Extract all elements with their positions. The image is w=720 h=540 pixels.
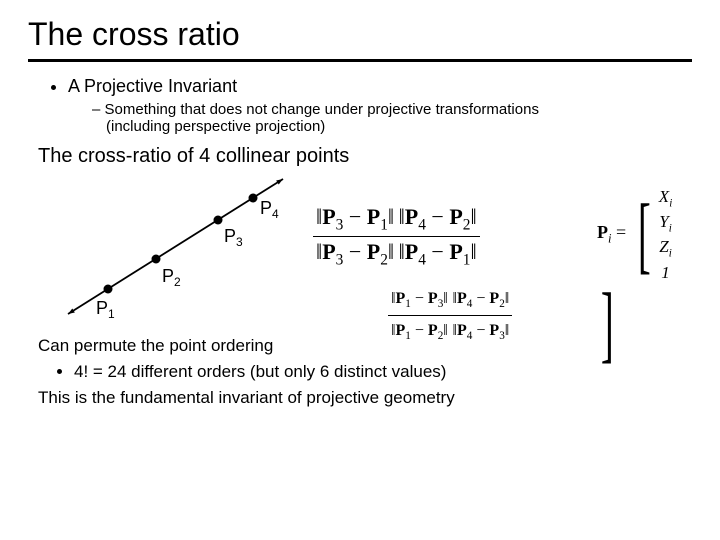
bullet-1-sub: Something that does not change under pro…	[92, 101, 692, 135]
bottom-text: Can permute the point ordering ‖P1 − P3‖…	[38, 334, 692, 409]
bullet-1-sub-1: Something that does not change under pro…	[92, 101, 692, 135]
svg-text:P3: P3	[224, 226, 243, 249]
bottom-bullet: 4! = 24 different orders (but only 6 dis…	[74, 360, 692, 384]
bottom-line-2: This is the fundamental invariant of pro…	[38, 386, 692, 410]
cross-ratio-formula-alt: ‖P1 − P3‖ ‖P4 − P2‖‖P1 − P2‖ ‖P4 − P3‖	[388, 286, 512, 345]
svg-text:P1: P1	[96, 298, 115, 321]
bullet-list: A Projective Invariant Something that do…	[68, 76, 692, 135]
bullet-1-text: A Projective Invariant	[68, 76, 237, 96]
permute-text: Can permute the point ordering	[38, 336, 273, 355]
cross-ratio-formula: ‖P3 − P1‖ ‖P4 − P2‖‖P3 − P2‖ ‖P4 − P1‖	[313, 204, 480, 270]
slide: The cross ratio A Projective Invariant S…	[0, 0, 720, 540]
bottom-bullet-1: 4! = 24 different orders (but only 6 dis…	[74, 360, 692, 384]
subtitle: The cross-ratio of 4 collinear points	[38, 145, 692, 168]
bullet-1-sub-2: (including perspective projection)	[106, 118, 692, 135]
collinear-points-diagram: P1 P2 P3 P4	[58, 174, 293, 324]
svg-text:P2: P2	[162, 266, 181, 289]
bottom-row-1: Can permute the point ordering ‖P1 − P3‖…	[38, 334, 692, 358]
bullet-1: A Projective Invariant Something that do…	[68, 76, 692, 135]
page-title: The cross ratio	[28, 16, 692, 53]
figure-row: P1 P2 P3 P4 ‖P3 − P1‖ ‖P4 − P2‖‖P3 − P2‖ ‖P…	[28, 174, 692, 324]
title-rule	[28, 59, 692, 62]
svg-text:P4: P4	[260, 198, 279, 221]
